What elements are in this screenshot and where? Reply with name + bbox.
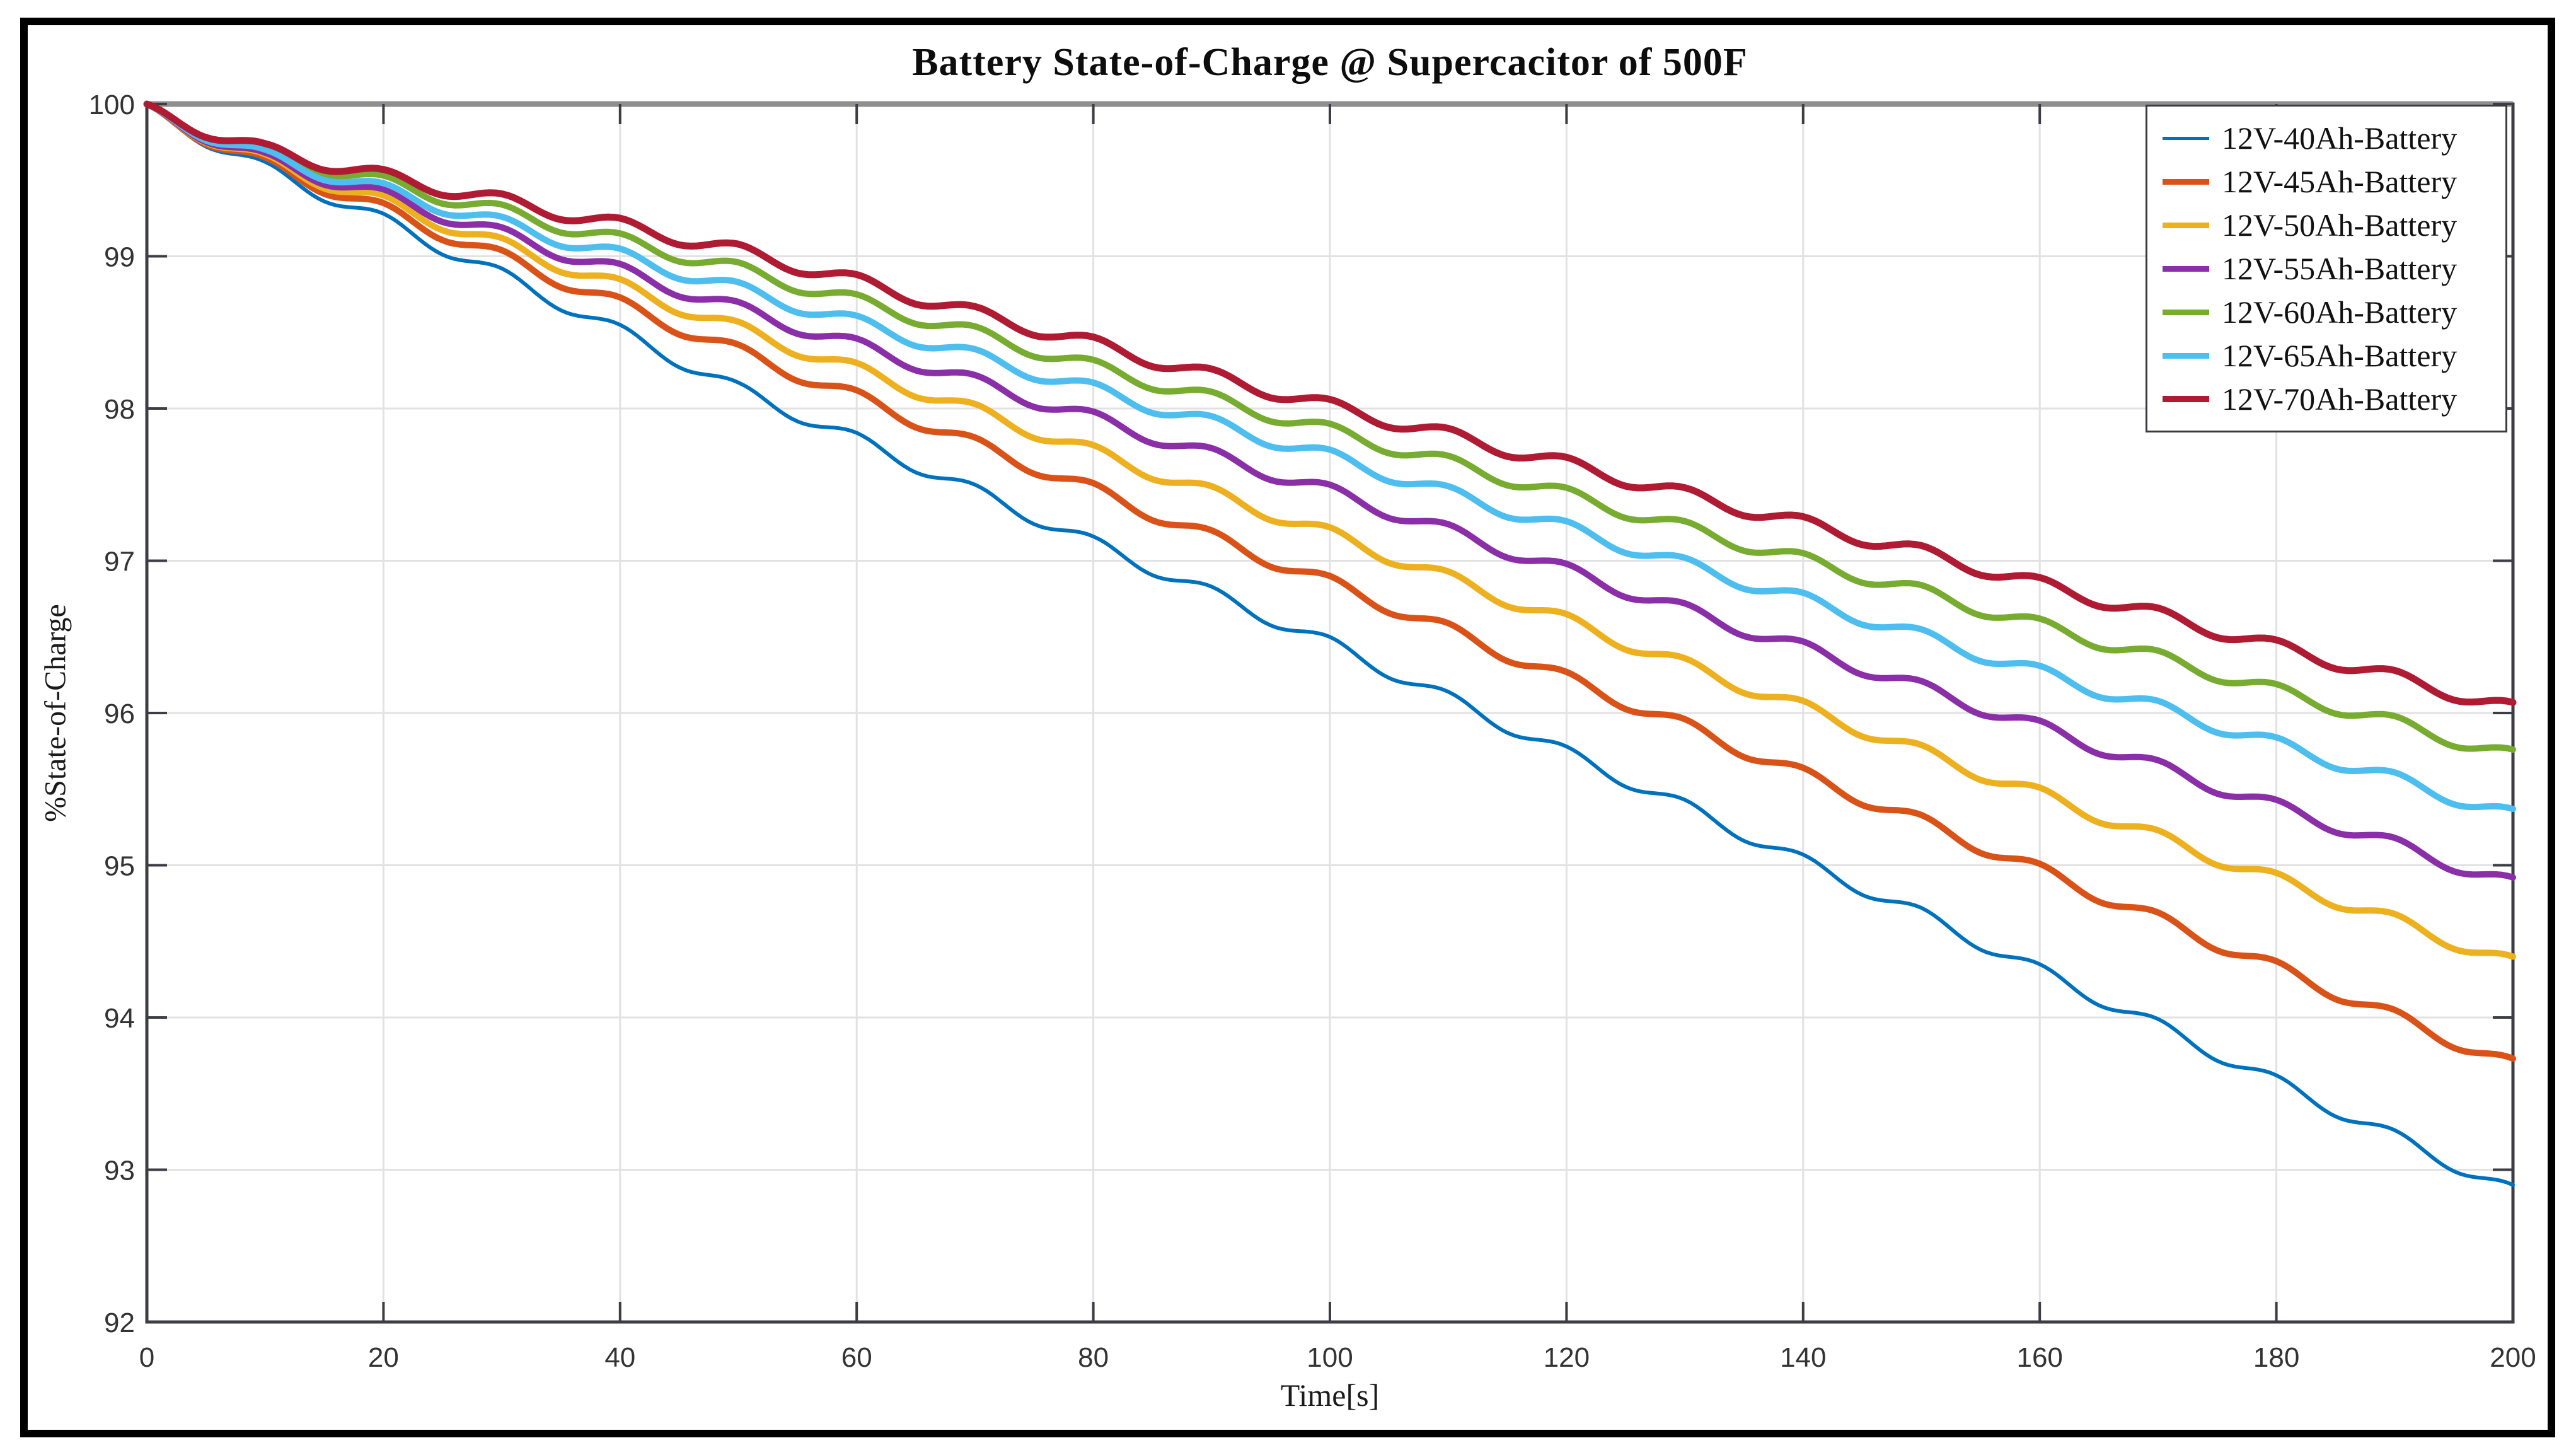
x-tick-label: 20 [368, 1342, 399, 1373]
legend: 12V-40Ah-Battery 12V-45Ah-Battery 12V-50… [2146, 105, 2507, 432]
series-line-12v-50ah-battery [144, 101, 2516, 960]
y-tick-label: 99 [104, 242, 135, 273]
x-tick-label: 60 [841, 1342, 872, 1373]
y-tick-label: 93 [104, 1156, 135, 1186]
series-line-12v-45ah-battery [144, 101, 2516, 1062]
x-tick-label: 40 [604, 1342, 635, 1373]
legend-label: 12V-65Ah-Battery [2222, 338, 2458, 373]
x-axis-label: Time[s] [1280, 1377, 1380, 1413]
legend-line-55ah-icon [2163, 265, 2209, 272]
legend-item-50ah: 12V-50Ah-Battery [2163, 209, 2499, 241]
legend-label: 12V-55Ah-Battery [2222, 251, 2458, 286]
x-tick-label: 180 [2253, 1342, 2299, 1373]
series-line-12v-65ah-battery [144, 101, 2516, 813]
legend-label: 12V-50Ah-Battery [2222, 207, 2458, 243]
legend-line-70ah-icon [2163, 396, 2209, 402]
legend-item-65ah: 12V-65Ah-Battery [2163, 340, 2499, 371]
x-tick-label: 160 [2016, 1342, 2062, 1373]
grid-lines [147, 104, 2513, 1322]
legend-label: 12V-70Ah-Battery [2222, 381, 2458, 417]
legend-label: 12V-45Ah-Battery [2222, 164, 2458, 199]
x-tick-label: 0 [139, 1342, 154, 1373]
y-tick-label: 95 [104, 851, 135, 882]
legend-item-45ah: 12V-45Ah-Battery [2163, 166, 2499, 197]
series-line-12v-60ah-battery [144, 101, 2516, 753]
y-tick-label: 96 [104, 699, 135, 729]
y-tick-label: 94 [104, 1003, 135, 1034]
axis-ticks [146, 103, 2514, 1323]
y-tick-label: 97 [104, 547, 135, 577]
x-tick-label: 140 [1780, 1342, 1826, 1373]
x-tick-label: 100 [1307, 1342, 1353, 1373]
legend-line-60ah-icon [2163, 309, 2209, 315]
x-tick-label: 80 [1078, 1342, 1109, 1373]
legend-line-45ah-icon [2163, 178, 2209, 185]
y-tick-labels: 92 93 94 95 96 97 98 99 100 [89, 90, 135, 1338]
legend-line-65ah-icon [2163, 352, 2209, 359]
y-tick-label: 98 [104, 394, 135, 425]
legend-label: 12V-60Ah-Battery [2222, 294, 2458, 330]
y-tick-label: 92 [104, 1307, 135, 1338]
legend-line-50ah-icon [2163, 222, 2209, 228]
page-title: Battery State-of-Charge @ Supercacitor o… [912, 41, 1748, 84]
legend-item-70ah: 12V-70Ah-Battery [2163, 383, 2499, 415]
legend-item-55ah: 12V-55Ah-Battery [2163, 253, 2499, 284]
legend-item-40ah: 12V-40Ah-Battery [2163, 122, 2499, 154]
x-tick-label: 200 [2490, 1342, 2536, 1373]
legend-label: 12V-40Ah-Battery [2222, 120, 2458, 156]
series-line-12v-55ah-battery [144, 101, 2516, 881]
y-axis-label: %State-of-Charge [38, 604, 72, 822]
x-tick-labels: 0 20 40 60 80 100 120 140 160 180 200 [139, 1342, 2536, 1373]
legend-item-60ah: 12V-60Ah-Battery [2163, 296, 2499, 328]
series-line-12v-70ah-battery [143, 100, 2517, 706]
series-line-12v-40ah-battery [145, 102, 2515, 1187]
x-tick-label: 120 [1544, 1342, 1590, 1373]
legend-line-40ah-icon [2163, 136, 2209, 140]
y-tick-label: 100 [89, 90, 135, 120]
